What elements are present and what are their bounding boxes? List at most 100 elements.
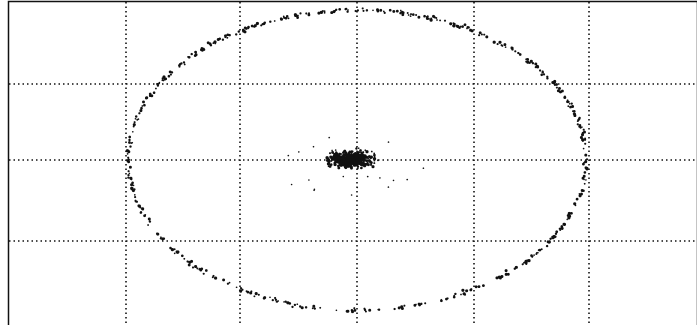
ring-dot xyxy=(396,10,399,13)
ring-dot xyxy=(183,61,185,63)
ring-dot xyxy=(330,11,333,14)
ring-dot xyxy=(149,220,151,222)
ring-dot xyxy=(294,304,296,306)
ring-dot xyxy=(277,300,279,302)
ring-dot xyxy=(482,284,485,287)
ring-dot xyxy=(556,87,558,89)
ring-dot xyxy=(194,51,197,54)
cluster-dot xyxy=(348,151,351,154)
ring-dot xyxy=(460,294,462,296)
ring-dot xyxy=(161,79,163,81)
cluster-dot xyxy=(330,160,332,162)
ring-dot xyxy=(269,296,271,298)
cluster-dot xyxy=(329,165,331,167)
ring-dot xyxy=(464,23,467,26)
cluster-dot xyxy=(371,165,374,168)
ring-dot xyxy=(436,19,438,21)
ring-dot xyxy=(566,219,568,221)
stray-dot xyxy=(291,184,293,186)
ring-dot xyxy=(583,129,585,131)
ring-dot xyxy=(192,266,194,268)
ring-dot xyxy=(514,50,516,52)
ring-dot xyxy=(338,8,341,11)
ring-dot xyxy=(536,252,538,254)
ring-dot xyxy=(253,295,255,297)
ring-dot xyxy=(583,175,586,178)
ring-dot xyxy=(523,262,525,264)
stray-dot xyxy=(351,194,353,196)
ring-dot xyxy=(580,193,583,196)
ring-dot xyxy=(238,30,240,32)
ring-dot xyxy=(133,188,135,190)
ring-dot xyxy=(128,136,131,139)
ring-dot xyxy=(263,297,266,300)
ring-dot xyxy=(150,94,153,97)
ring-dot xyxy=(372,9,374,11)
ring-dot xyxy=(503,43,506,46)
ring-dot xyxy=(567,105,569,107)
ring-dot xyxy=(191,53,193,55)
ring-dot xyxy=(554,84,556,86)
ring-dot xyxy=(145,97,148,100)
ring-dot xyxy=(566,101,569,104)
ring-dot xyxy=(573,113,576,116)
ring-dot xyxy=(308,14,311,17)
ring-dot xyxy=(573,110,576,113)
ring-dot xyxy=(148,218,151,221)
cluster-dot xyxy=(342,156,344,158)
ring-dot xyxy=(584,154,587,157)
stray-dot xyxy=(333,162,335,164)
ring-dot xyxy=(312,305,315,308)
ring-dot xyxy=(188,264,191,267)
ring-dot xyxy=(485,35,488,38)
ring-dot xyxy=(196,267,198,269)
ring-dot xyxy=(142,100,145,103)
stray-dot xyxy=(358,147,360,149)
ring-dot xyxy=(552,236,555,239)
ring-dot xyxy=(497,43,499,45)
stray-dot xyxy=(374,156,376,158)
ring-dot xyxy=(424,302,426,304)
ring-dot xyxy=(128,139,130,141)
ring-dot xyxy=(213,40,216,43)
ring-dot xyxy=(563,223,566,226)
ring-dot xyxy=(344,8,346,10)
ring-dot xyxy=(445,298,448,301)
ring-dot xyxy=(135,200,137,202)
ring-dot xyxy=(183,258,185,260)
ring-dot xyxy=(577,123,579,125)
ring-dot xyxy=(194,54,197,57)
ring-dot xyxy=(389,9,392,12)
stray-dot xyxy=(393,180,395,182)
ring-dot xyxy=(134,196,136,198)
ring-dot xyxy=(560,91,562,93)
ring-dot xyxy=(478,34,480,36)
ring-dot xyxy=(241,289,243,291)
cluster-dot xyxy=(347,164,349,166)
ring-dot xyxy=(478,285,481,288)
ring-dot xyxy=(127,153,129,155)
ring-dot xyxy=(449,22,452,25)
ring-dot xyxy=(126,149,129,152)
ring-dot xyxy=(317,12,320,15)
ring-dot xyxy=(138,112,140,114)
ring-dot xyxy=(435,17,437,19)
ring-dot xyxy=(527,259,530,262)
ring-dot xyxy=(129,173,131,175)
ring-dot xyxy=(364,309,366,311)
cluster-dot xyxy=(358,151,360,153)
ring-dot xyxy=(428,18,430,20)
cluster-dot xyxy=(355,147,357,149)
ring-dot xyxy=(511,48,513,50)
ring-dot xyxy=(251,25,254,28)
stray-dot xyxy=(331,150,333,152)
ring-dot xyxy=(130,187,133,190)
ring-dot xyxy=(314,307,316,309)
ring-dot xyxy=(483,34,485,36)
cluster-dot xyxy=(343,159,345,161)
ring-dot xyxy=(377,10,380,13)
ring-dot xyxy=(456,25,459,28)
ring-dot xyxy=(143,104,146,107)
page: {} (() => { JSON.parse(document.getEleme… xyxy=(0,0,697,325)
ring-dot xyxy=(188,56,191,59)
